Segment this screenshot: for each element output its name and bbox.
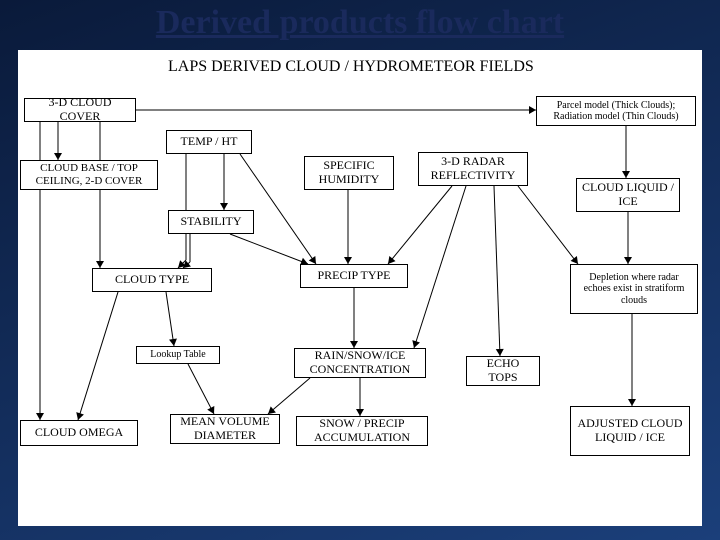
node-spec-humidity: SPECIFIC HUMIDITY	[304, 156, 394, 190]
flowchart-area: LAPS DERIVED CLOUD / HYDROMETEOR FIELDS …	[18, 50, 702, 526]
node-adj-cloud-liq: ADJUSTED CLOUD LIQUID / ICE	[570, 406, 690, 456]
slide-title: Derived products flow chart	[0, 4, 720, 42]
node-cloud-type: CLOUD TYPE	[92, 268, 212, 292]
flowchart-title: LAPS DERIVED CLOUD / HYDROMETEOR FIELDS	[168, 58, 534, 76]
node-parcel-model: Parcel model (Thick Clouds); Radiation m…	[536, 96, 696, 126]
node-mean-vol-diam: MEAN VOLUME DIAMETER	[170, 414, 280, 444]
slide: Derived products flow chart LAPS DERIVED…	[0, 0, 720, 540]
node-echo-tops: ECHO TOPS	[466, 356, 540, 386]
node-rain-snow-conc: RAIN/SNOW/ICE CONCENTRATION	[294, 348, 426, 378]
node-depletion: Depletion where radar echoes exist in st…	[570, 264, 698, 314]
node-snow-precip-acc: SNOW / PRECIP ACCUMULATION	[296, 416, 428, 446]
node-stability: STABILITY	[168, 210, 254, 234]
node-cloud-cover-3d: 3-D CLOUD COVER	[24, 98, 136, 122]
node-temp-ht: TEMP / HT	[166, 130, 252, 154]
node-radar-refl: 3-D RADAR REFLECTIVITY	[418, 152, 528, 186]
node-lookup-table: Lookup Table	[136, 346, 220, 364]
node-cloud-base: CLOUD BASE / TOP CEILING, 2-D COVER	[20, 160, 158, 190]
node-cloud-omega: CLOUD OMEGA	[20, 420, 138, 446]
node-cloud-liq-ice: CLOUD LIQUID / ICE	[576, 178, 680, 212]
node-precip-type: PRECIP TYPE	[300, 264, 408, 288]
